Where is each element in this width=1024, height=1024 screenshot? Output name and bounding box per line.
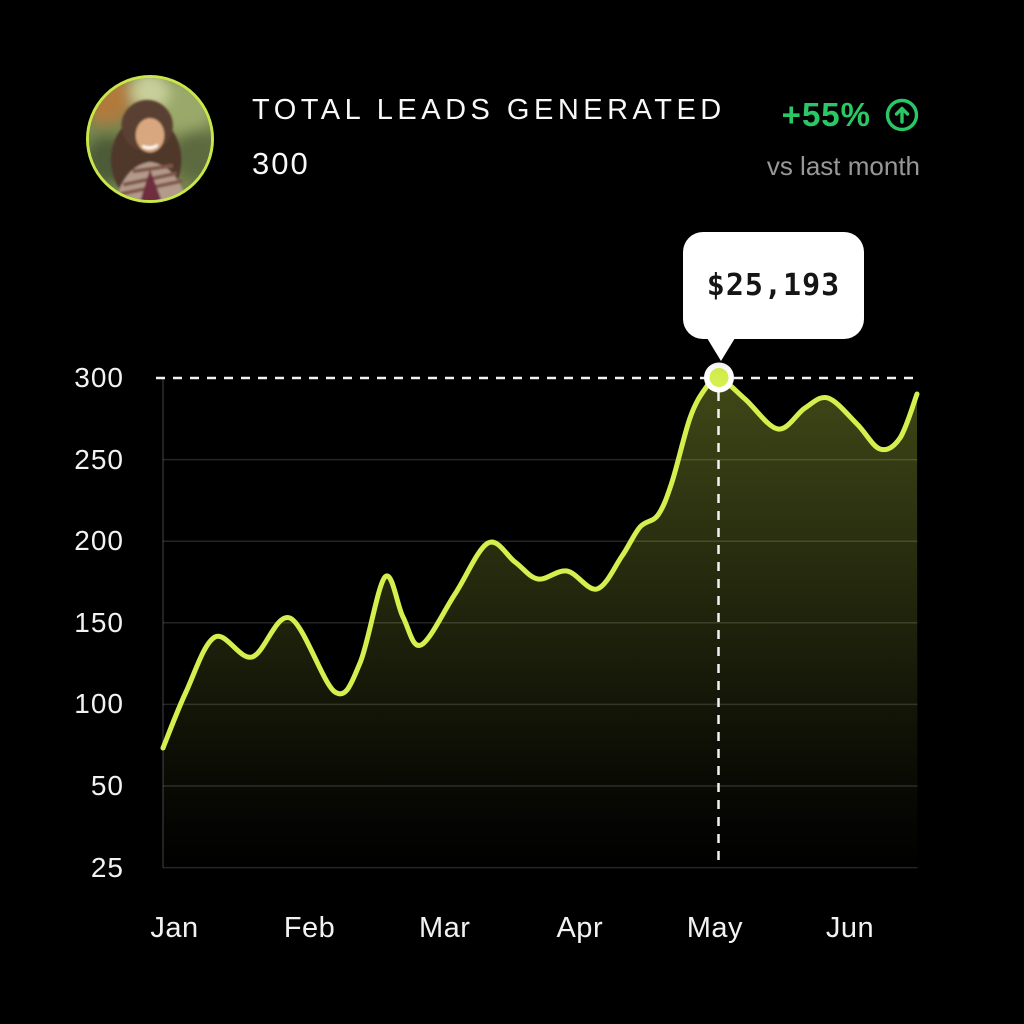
y-tick-label-100: 100 <box>74 688 124 720</box>
avatar-photo <box>89 78 211 200</box>
x-tick-label-apr: Apr <box>556 912 604 944</box>
y-tick-label-250: 250 <box>74 443 124 475</box>
x-tick-label-mar: Mar <box>418 912 471 944</box>
arrow-up-circle-icon <box>884 97 920 133</box>
y-tick-label-300: 300 <box>74 362 124 393</box>
tooltip: $25,193 <box>683 232 864 339</box>
tooltip-tail <box>707 338 735 361</box>
x-tick-label-jan: Jan <box>150 912 199 944</box>
x-tick-label-feb: Feb <box>283 912 336 944</box>
delta-badge: +55% <box>782 96 920 134</box>
y-tick-label-50: 50 <box>90 770 124 801</box>
highlight-point[interactable] <box>704 362 734 393</box>
avatar[interactable] <box>86 75 214 203</box>
delta-percent: +55% <box>781 96 871 133</box>
y-tick-label-25: 25 <box>90 851 124 883</box>
x-tick-label-jun: Jun <box>825 912 875 944</box>
y-tick-label-200: 200 <box>74 525 124 557</box>
widget-total-value: 300 <box>252 146 310 181</box>
delta-note: vs last month <box>766 151 920 181</box>
tooltip-value: $25,193 <box>706 268 841 303</box>
widget-title: TOTAL LEADS GENERATED <box>252 94 726 126</box>
area-fill <box>163 377 918 868</box>
x-tick-label-may: May <box>686 912 744 944</box>
y-tick-label-150: 150 <box>74 606 124 638</box>
series-line <box>160 375 920 751</box>
